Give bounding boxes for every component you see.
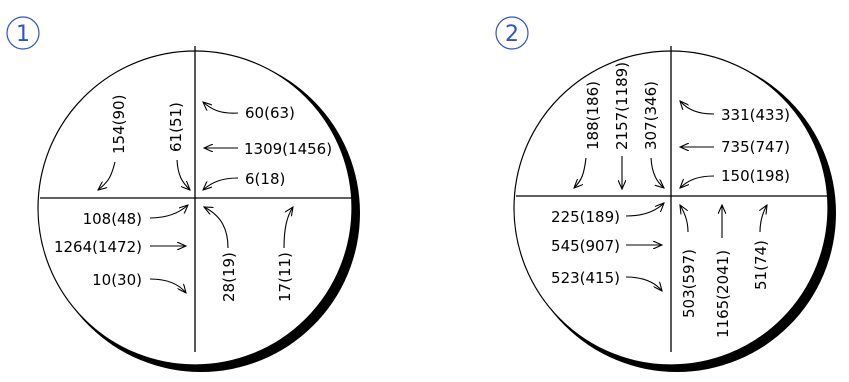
label-south-left: 28(19): [220, 252, 238, 302]
label-west-right: 523(415): [551, 269, 620, 287]
label-east-right: 331(433): [721, 106, 790, 124]
intersection-2: 2 188(186) 2157(1189) 307(346) 331(433) …: [495, 16, 836, 372]
label-south-right: 51(74): [752, 240, 770, 290]
badge-number: 1: [16, 22, 30, 47]
label-west-right: 10(30): [92, 271, 142, 289]
intersection-badge: 1: [6, 16, 40, 50]
arrow-west-left: [149, 205, 188, 219]
badge-number: 2: [505, 22, 519, 47]
label-north-right: 154(90): [110, 95, 128, 154]
arrow-north-right: [98, 161, 116, 190]
label-east-through: 735(747): [721, 138, 790, 156]
arrow-south-left: [204, 207, 229, 249]
label-west-through: 545(907): [551, 237, 620, 255]
label-south-through: 1165(2041): [714, 250, 732, 338]
arrow-east-right: [203, 102, 239, 114]
label-east-left: 150(198): [721, 167, 790, 185]
arrow-south-left: [680, 205, 689, 233]
label-north-through: 2157(1189): [613, 62, 631, 150]
label-north-left: 61(51): [167, 102, 185, 152]
arrow-east-left: [203, 177, 239, 190]
badge-circle: [6, 16, 40, 50]
label-south-left: 503(597): [680, 249, 698, 318]
label-south-right: 17(11): [276, 252, 294, 302]
intersection-badge: 2: [495, 16, 529, 50]
label-west-left: 108(48): [83, 210, 142, 228]
arrow-west-left: [625, 203, 664, 217]
label-west-left: 225(189): [551, 208, 620, 226]
badge-circle: [495, 16, 529, 50]
arrow-west-right: [149, 278, 186, 293]
label-east-left: 6(18): [245, 170, 285, 188]
arrow-west-right: [625, 276, 662, 291]
label-north-left: 307(346): [642, 81, 660, 150]
arrow-south-right: [760, 205, 767, 233]
arrow-east-right: [680, 101, 715, 115]
label-east-through: 1309(1456): [244, 140, 332, 158]
arrow-east-left: [680, 175, 715, 188]
arrow-north-right: [574, 157, 587, 188]
label-west-through: 1264(1472): [54, 238, 142, 256]
arrow-south-right: [283, 207, 293, 249]
intersection-1: 1 154(90) 61(51) 60(63) 1309(1456) 6(18)…: [6, 16, 360, 372]
arrow-north-left: [176, 159, 190, 190]
label-east-right: 60(63): [245, 104, 295, 122]
label-north-right: 188(186): [584, 81, 602, 150]
arrow-north-left: [650, 157, 664, 188]
